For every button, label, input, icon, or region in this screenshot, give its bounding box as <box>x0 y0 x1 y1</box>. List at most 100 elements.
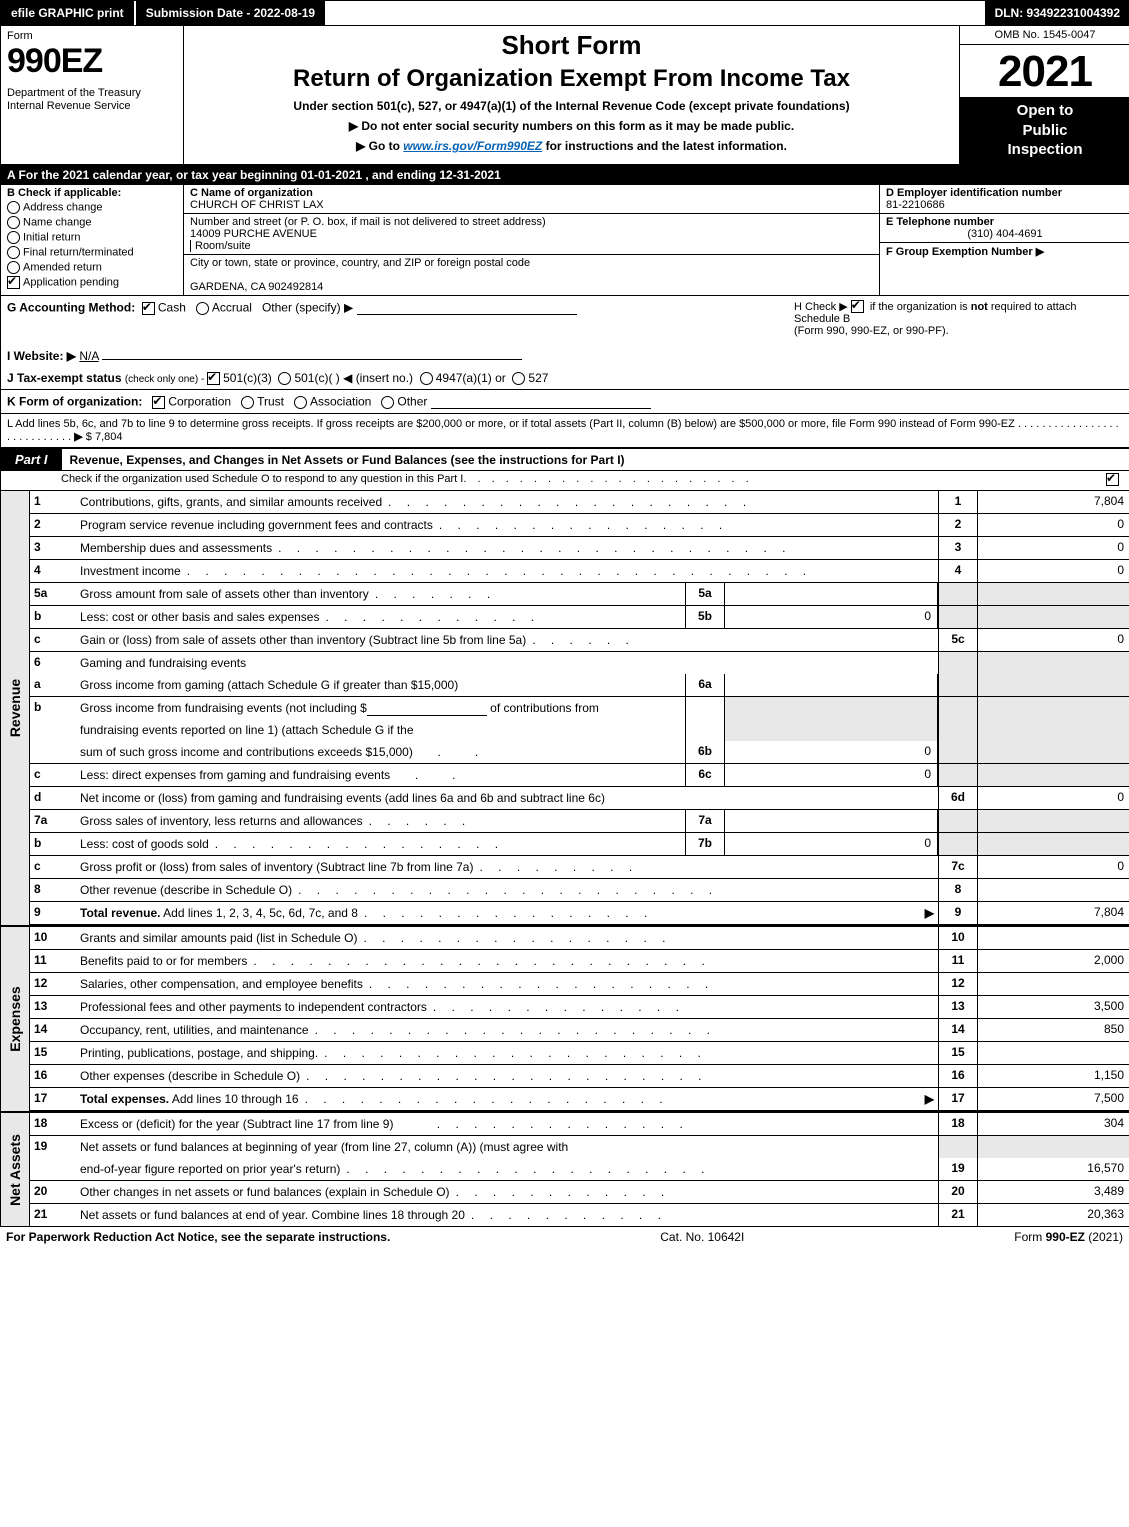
assoc-checkbox[interactable] <box>294 396 307 409</box>
section-g-h: G Accounting Method: Cash Accrual Other … <box>1 296 1129 342</box>
line-6: 6 Gaming and fundraising events <box>30 652 1129 674</box>
527-checkbox[interactable] <box>512 372 525 385</box>
line-10-col: 10 <box>938 927 977 949</box>
website-field[interactable] <box>102 345 522 360</box>
line-17-val: 7,500 <box>977 1088 1129 1110</box>
open-to: Open to <box>1017 102 1074 119</box>
footer-right-pre: Form <box>1014 1230 1045 1244</box>
line-4-col: 4 <box>938 560 977 582</box>
part-1-header: Part I Revenue, Expenses, and Changes in… <box>1 448 1129 471</box>
h-checkbox[interactable] <box>851 300 864 313</box>
section-l-text: L Add lines 5b, 6c, and 7b to line 9 to … <box>7 418 1015 430</box>
line-6b-desc2-part: of contributions from <box>490 701 599 715</box>
line-6b-val-grey2 <box>977 719 1129 741</box>
line-5b-mini: 5b <box>685 606 725 628</box>
check-amended-return[interactable]: Amended return <box>7 261 177 274</box>
line-6a: a Gross income from gaming (attach Sched… <box>30 674 1129 697</box>
line-6c: c Less: direct expenses from gaming and … <box>30 764 1129 787</box>
application-pending-label: Application pending <box>23 276 119 288</box>
under-section-text: Under section 501(c), 527, or 4947(a)(1)… <box>194 99 949 113</box>
h-text1: H Check ▶ <box>794 301 851 313</box>
501c-label: 501(c)( ) ◀ (insert no.) <box>294 371 413 385</box>
line-6b-num: b <box>30 697 76 719</box>
line-6-val-grey <box>977 652 1129 674</box>
line-6a-mini: 6a <box>685 674 725 696</box>
line-2-val: 0 <box>977 514 1129 536</box>
501c3-label: 501(c)(3) <box>223 371 272 385</box>
line-10: 10 Grants and similar amounts paid (list… <box>30 927 1129 950</box>
line-6a-minival <box>725 674 938 696</box>
check-name-change[interactable]: Name change <box>7 216 177 229</box>
check-initial-return[interactable]: Initial return <box>7 231 177 244</box>
line-5c-col: 5c <box>938 629 977 651</box>
line-6b-desc2: fundraising events reported on line 1) (… <box>80 723 414 737</box>
irs-link[interactable]: www.irs.gov/Form990EZ <box>403 139 542 153</box>
other-org-checkbox[interactable] <box>381 396 394 409</box>
h-text2: if the organization is <box>867 301 971 313</box>
address-change-label: Address change <box>23 201 103 213</box>
top-bar-spacer <box>327 1 984 25</box>
addr-value: 14009 PURCHE AVENUE <box>190 228 317 240</box>
line-21-col: 21 <box>938 1204 977 1226</box>
ein-label: D Employer identification number <box>886 187 1062 199</box>
line-6a-desc: Gross income from gaming (attach Schedul… <box>80 678 458 692</box>
line-10-num: 10 <box>30 927 76 949</box>
line-6b-2: fundraising events reported on line 1) (… <box>30 719 1129 741</box>
527-label: 527 <box>528 371 548 385</box>
line-6b-mini-grey2 <box>685 719 725 741</box>
assoc-label: Association <box>310 395 371 409</box>
line-18-num: 18 <box>30 1113 76 1135</box>
line-5a-val-grey <box>977 583 1129 605</box>
line-2: 2 Program service revenue including gove… <box>30 514 1129 537</box>
final-return-label: Final return/terminated <box>23 246 134 258</box>
line-3-val: 0 <box>977 537 1129 559</box>
other-specify-field[interactable] <box>357 300 577 315</box>
h-not: not <box>971 301 988 313</box>
line-21-val: 20,363 <box>977 1204 1129 1226</box>
form-word: Form <box>7 30 177 42</box>
line-3-num: 3 <box>30 537 76 559</box>
check-application-pending[interactable]: Application pending <box>7 276 177 289</box>
part-1-schedule-o-checkbox[interactable] <box>1106 473 1119 486</box>
line-6d-val: 0 <box>977 787 1129 809</box>
line-10-desc: Grants and similar amounts paid (list in… <box>80 931 357 945</box>
form-number: 990EZ <box>7 42 177 81</box>
line-19-num: 19 <box>30 1136 76 1158</box>
trust-checkbox[interactable] <box>241 396 254 409</box>
4947-checkbox[interactable] <box>420 372 433 385</box>
501c3-checkbox[interactable] <box>207 372 220 385</box>
title-right-block: OMB No. 1545-0047 2021 Open to Public In… <box>959 26 1129 164</box>
other-org-field[interactable] <box>431 394 651 409</box>
cash-checkbox[interactable] <box>142 302 155 315</box>
check-final-return[interactable]: Final return/terminated <box>7 246 177 259</box>
website-label: I Website: ▶ <box>7 349 76 363</box>
line-6b-field[interactable] <box>367 701 487 716</box>
line-18-col: 18 <box>938 1113 977 1135</box>
line-6a-num: a <box>30 674 76 696</box>
501c-checkbox[interactable] <box>278 372 291 385</box>
line-19-col-grey <box>938 1136 977 1158</box>
line-2-num: 2 <box>30 514 76 536</box>
line-2-col: 2 <box>938 514 977 536</box>
accrual-label: Accrual <box>212 300 252 314</box>
line-2-desc: Program service revenue including govern… <box>80 518 433 532</box>
line-6b-desc3: sum of such gross income and contributio… <box>80 745 413 759</box>
line-7a: 7a Gross sales of inventory, less return… <box>30 810 1129 833</box>
line-4: 4 Investment income. . . . . . . . . . .… <box>30 560 1129 583</box>
corp-checkbox[interactable] <box>152 396 165 409</box>
line-14-desc: Occupancy, rent, utilities, and maintena… <box>80 1023 309 1037</box>
goto-pre: ▶ Go to <box>356 139 403 153</box>
line-11-val: 2,000 <box>977 950 1129 972</box>
line-7a-num: 7a <box>30 810 76 832</box>
check-address-change[interactable]: Address change <box>7 201 177 214</box>
line-7c-num: c <box>30 856 76 878</box>
line-6b-val-grey1 <box>977 697 1129 719</box>
line-5a-num: 5a <box>30 583 76 605</box>
line-3-desc: Membership dues and assessments <box>80 541 272 555</box>
line-9-bold: Total revenue. <box>80 906 160 920</box>
line-16: 16 Other expenses (describe in Schedule … <box>30 1065 1129 1088</box>
efile-print-button[interactable]: efile GRAPHIC print <box>1 1 136 25</box>
line-19-val-grey <box>977 1136 1129 1158</box>
accrual-checkbox[interactable] <box>196 302 209 315</box>
footer-right: Form 990-EZ (2021) <box>1014 1230 1123 1244</box>
